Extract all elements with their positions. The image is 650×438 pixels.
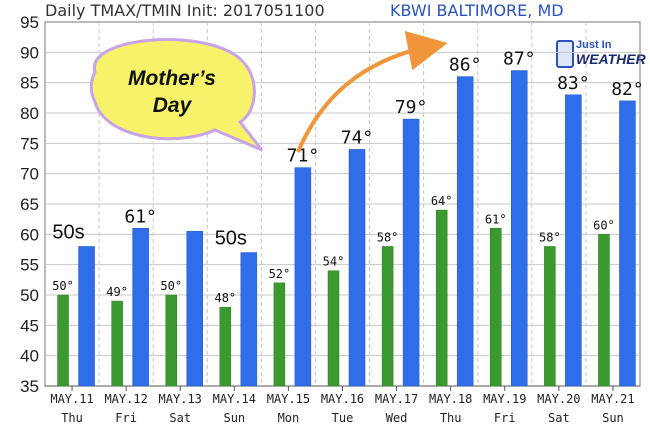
tmin-bar: [598, 234, 610, 387]
y-tick-label: 50: [20, 286, 39, 305]
tmax-bar: [456, 76, 474, 387]
tmin-value-label: 58°: [539, 230, 561, 244]
phone-icon: [556, 40, 574, 68]
logo-line1: Just In: [576, 39, 612, 51]
tmin-value-label: 58°: [377, 230, 399, 244]
tmax-bar: [294, 167, 312, 387]
y-tick-label: 85: [20, 74, 39, 93]
x-weekday-label: Fri: [115, 411, 137, 425]
x-weekday-label: Thu: [61, 411, 83, 425]
y-tick-label: 75: [20, 134, 39, 153]
x-weekday-label: Thu: [440, 411, 462, 425]
tmin-value-label: 64°: [431, 194, 453, 208]
x-date-label: MAY.20: [537, 392, 580, 406]
tmin-value-label: 54°: [323, 255, 345, 269]
y-tick-label: 95: [20, 13, 39, 32]
x-weekday-label: Sun: [602, 411, 624, 425]
y-tick-label: 35: [20, 377, 39, 396]
tmin-value-label: 61°: [485, 212, 507, 226]
trend-arrow: [296, 30, 448, 153]
tmax-value-label: 50s: [215, 228, 247, 250]
tmax-value-label: 82°: [611, 79, 644, 100]
x-date-label: MAY.14: [213, 392, 256, 406]
tmin-bar: [57, 294, 69, 387]
x-date-label: MAY.19: [483, 392, 526, 406]
x-weekday-label: Tue: [332, 411, 354, 425]
tmax-value-label: 86°: [449, 55, 482, 76]
x-date-label: MAY.13: [159, 392, 202, 406]
just-in-weather-logo: Just In WEATHER: [556, 39, 646, 68]
x-weekday-label: Wed: [386, 411, 408, 425]
y-tick-label: 55: [20, 256, 39, 275]
x-date-label: MAY.17: [375, 392, 418, 406]
y-tick-label: 40: [20, 347, 39, 366]
y-tick-label: 65: [20, 195, 39, 214]
tmax-bar: [619, 100, 636, 387]
y-tick-label: 45: [20, 316, 39, 335]
tmax-bar: [240, 252, 258, 387]
mothers-day-callout: [89, 38, 264, 152]
tmax-value-label: 79°: [395, 97, 428, 118]
tmin-value-label: 52°: [269, 267, 291, 281]
tmin-bar: [165, 294, 177, 387]
callout-line1: Mother’s: [128, 67, 216, 90]
tmax-bar: [186, 231, 203, 387]
x-date-label: MAY.18: [429, 392, 472, 406]
x-date-label: MAY.12: [104, 392, 147, 406]
tmin-value-label: 50°: [52, 279, 74, 293]
tmin-value-label: 60°: [593, 218, 615, 232]
x-weekday-label: Mon: [278, 411, 300, 425]
tmin-bar: [111, 300, 123, 387]
x-date-label: MAY.21: [591, 392, 634, 406]
tmax-bar: [132, 228, 149, 387]
x-weekday-label: Sat: [169, 411, 191, 425]
tmax-value-label: 71°: [287, 146, 320, 167]
tmax-value-label: 74°: [341, 127, 374, 148]
tmax-bar: [78, 246, 95, 387]
tmin-value-label: 49°: [106, 285, 128, 299]
station-name: KBWI BALTIMORE, MD: [390, 1, 564, 20]
tmin-bar: [219, 306, 232, 387]
logo-line2: WEATHER: [576, 51, 646, 67]
callout-line2: Day: [153, 94, 193, 117]
tmin-bar: [435, 209, 448, 387]
tmin-bar: [544, 246, 556, 387]
tmin-bar: [381, 246, 394, 387]
tmax-value-label: 61°: [124, 206, 157, 227]
tmin-bar: [327, 270, 340, 387]
tmin-bar: [490, 228, 502, 387]
x-date-label: MAY.11: [50, 392, 93, 406]
tmax-bar: [402, 118, 420, 387]
tmin-value-label: 50°: [160, 279, 182, 293]
y-tick-label: 70: [20, 165, 39, 184]
y-tick-label: 60: [20, 225, 39, 244]
tmin-value-label: 48°: [214, 291, 236, 305]
tmin-bar: [273, 282, 286, 387]
y-tick-label: 90: [20, 43, 39, 62]
x-weekday-label: Sat: [548, 411, 570, 425]
tmax-bar: [565, 94, 582, 387]
tmax-bar: [348, 149, 366, 387]
x-weekday-label: Sun: [223, 411, 245, 425]
y-tick-label: 80: [20, 104, 39, 123]
tmax-value-label: 87°: [503, 49, 536, 70]
chart-header-title: Daily TMAX/TMIN Init: 2017051100: [45, 1, 325, 20]
x-date-label: MAY.16: [321, 392, 364, 406]
tmax-value-label: 83°: [557, 73, 590, 94]
x-date-label: MAY.15: [267, 392, 310, 406]
tmax-bar: [511, 70, 528, 387]
x-weekday-label: Fri: [494, 411, 516, 425]
tmax-value-label: 50s: [52, 221, 84, 243]
